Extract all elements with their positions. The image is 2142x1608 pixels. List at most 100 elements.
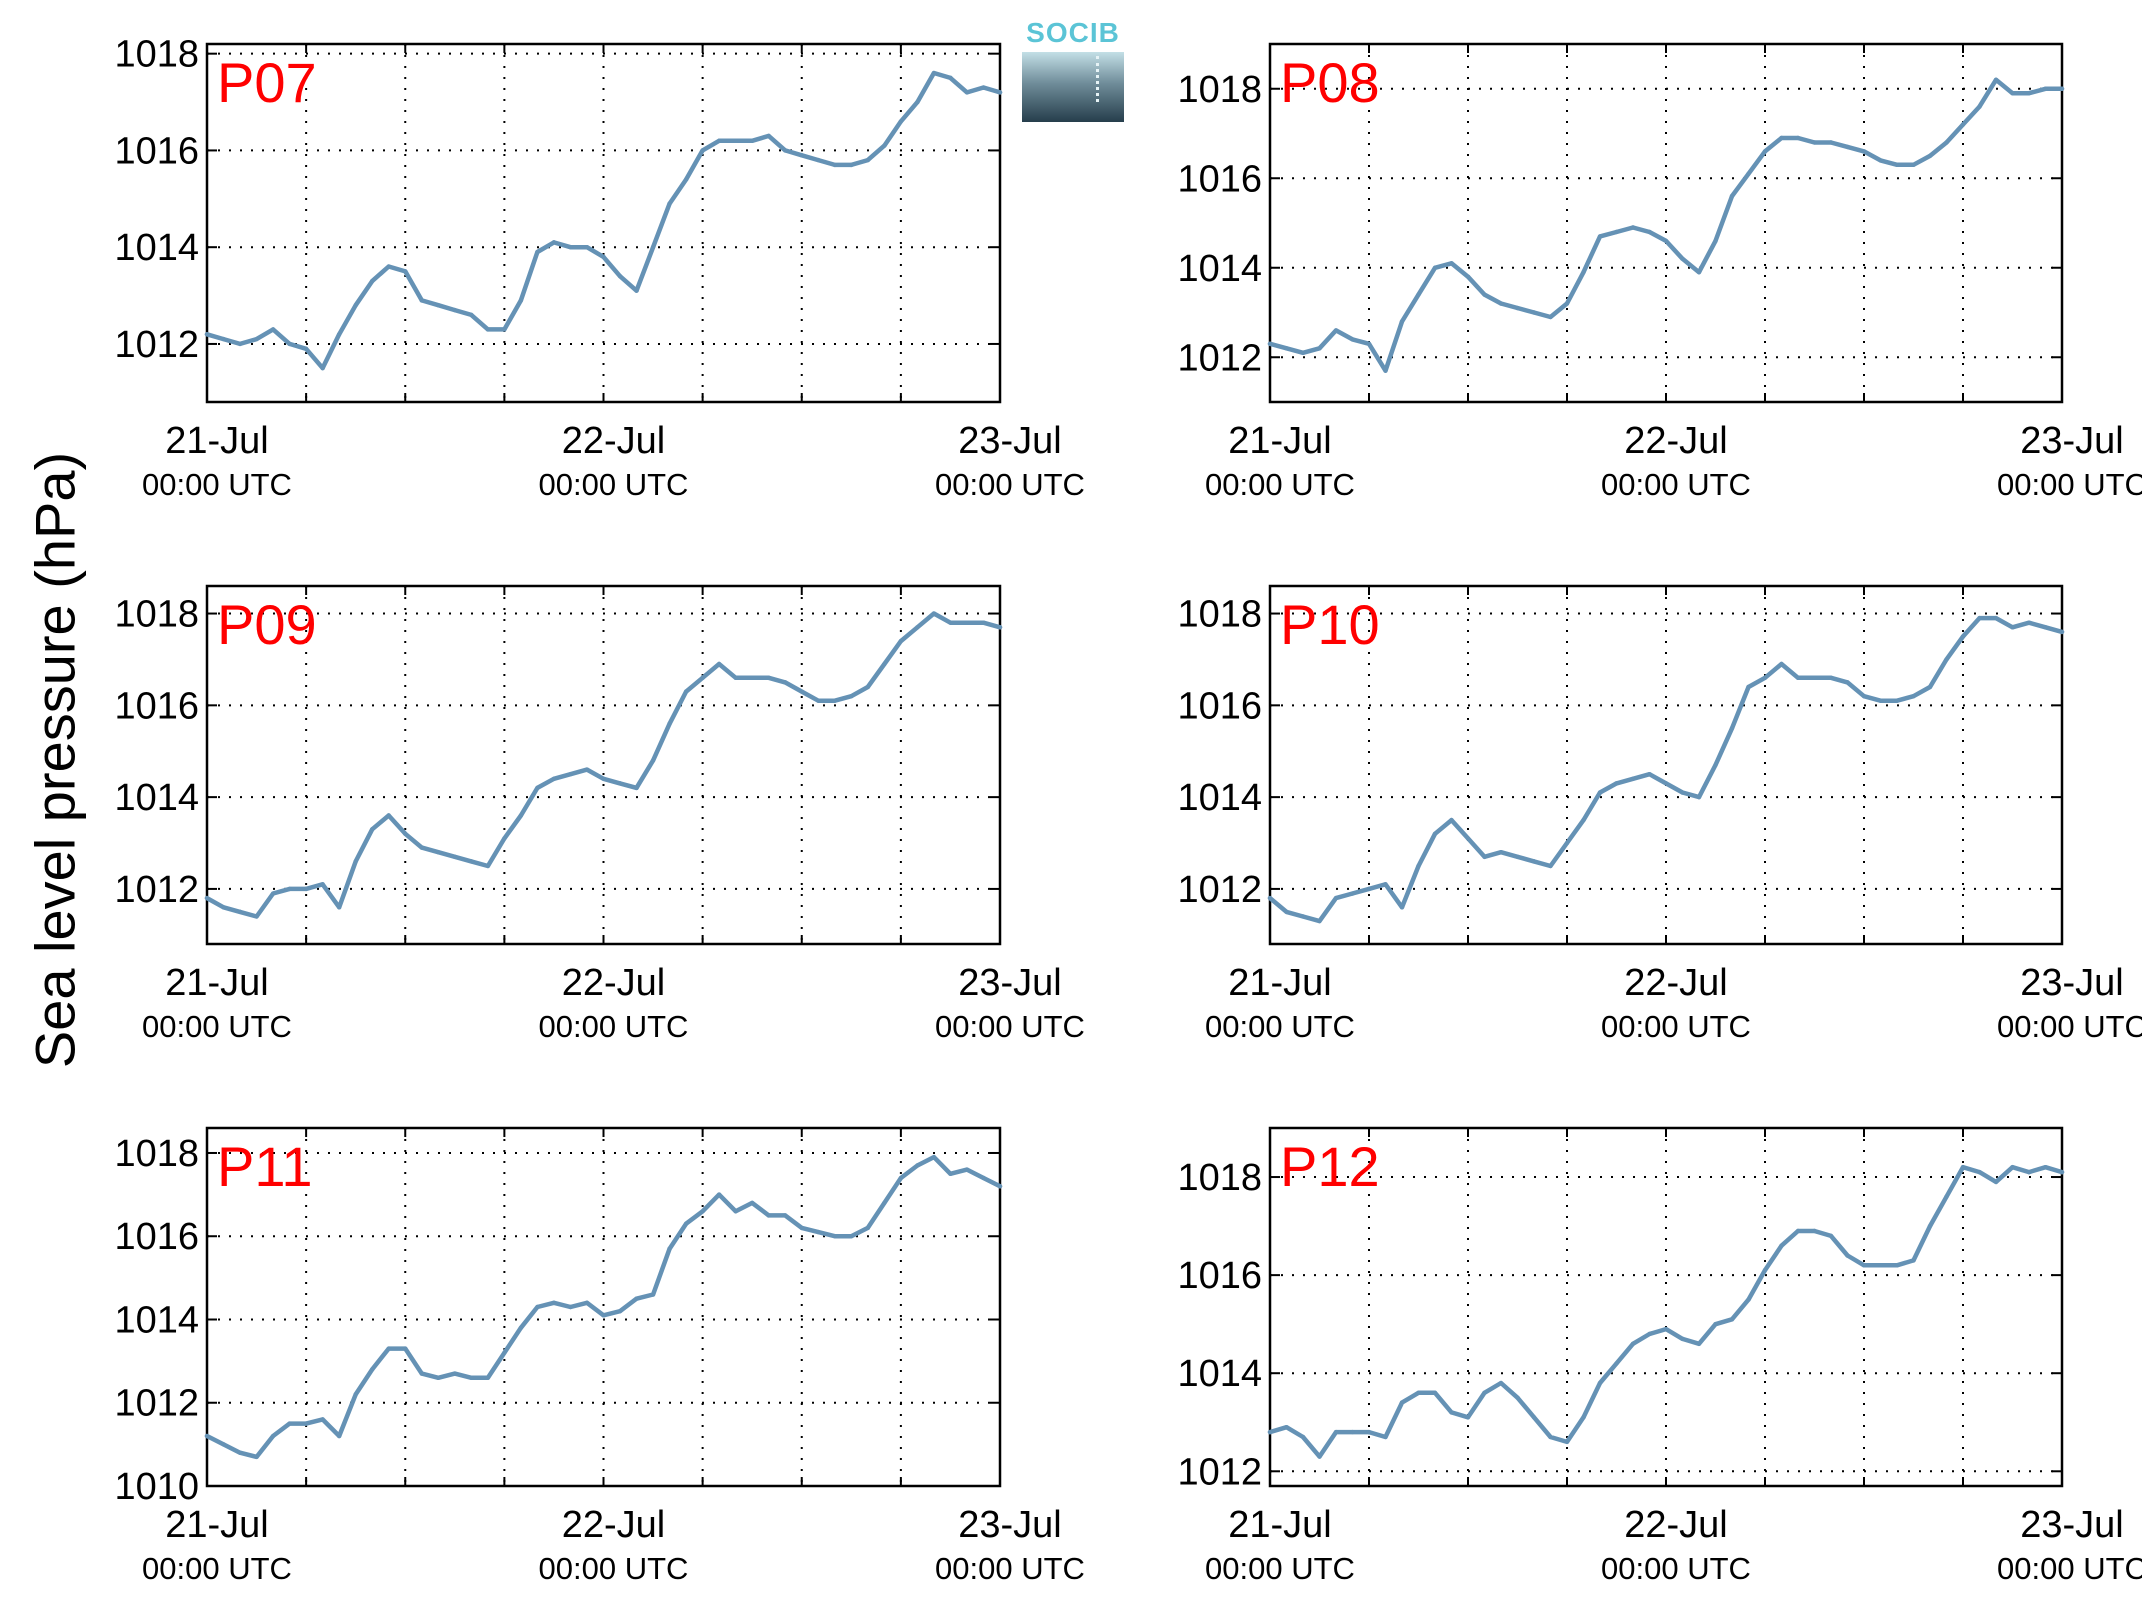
data-point xyxy=(2059,629,2065,635)
data-point xyxy=(1317,1454,1322,1459)
data-point xyxy=(221,905,226,910)
data-point xyxy=(1713,1321,1718,1327)
x-tick-label-time: 00:00 UTC xyxy=(1997,1009,2142,1044)
panel-label: P07 xyxy=(217,51,317,114)
data-point xyxy=(1350,1429,1355,1435)
data-point xyxy=(1333,895,1339,901)
data-point xyxy=(518,298,524,303)
data-point xyxy=(1680,1336,1685,1342)
data-point xyxy=(865,157,871,163)
data-point xyxy=(964,1167,970,1172)
data-point xyxy=(584,767,590,772)
data-point xyxy=(1894,698,1900,703)
data-point xyxy=(964,620,970,625)
data-point xyxy=(518,1325,524,1331)
y-tick-label: 1014 xyxy=(1177,1353,1262,1395)
data-point xyxy=(1762,1268,1768,1273)
data-point xyxy=(997,625,1003,630)
x-tick-label-date: 22-Jul xyxy=(562,420,666,462)
pressure-series-line xyxy=(1267,1164,2065,1459)
data-point xyxy=(634,288,639,293)
data-point xyxy=(1614,1361,1619,1366)
x-tick-label-date: 21-Jul xyxy=(1228,962,1332,1004)
x-tick-label-time: 00:00 UTC xyxy=(1997,1551,2142,1586)
data-point xyxy=(419,298,424,303)
data-point xyxy=(683,689,689,694)
data-point xyxy=(816,698,821,703)
y-axis-label: Sea level pressure (hPa) xyxy=(23,451,87,1069)
data-point xyxy=(436,850,441,855)
data-point xyxy=(353,1392,358,1397)
data-point xyxy=(1449,261,1454,266)
data-point xyxy=(568,771,573,777)
data-point xyxy=(1861,693,1867,699)
x-tick-label-date: 21-Jul xyxy=(165,1504,269,1546)
data-point xyxy=(2043,86,2048,91)
socib-logo: SOCIB xyxy=(1022,16,1124,122)
y-tick-label: 1018 xyxy=(1177,69,1262,111)
data-point xyxy=(749,138,755,143)
x-tick-label-time: 00:00 UTC xyxy=(1601,467,1751,502)
data-point xyxy=(2059,86,2065,91)
plot-frame xyxy=(1268,42,2064,404)
data-point xyxy=(1366,1429,1372,1435)
panel-label: P12 xyxy=(1280,1135,1380,1198)
data-point xyxy=(1531,310,1537,315)
x-tick-label-date: 23-Jul xyxy=(958,1504,1062,1546)
y-axis-label-container: Sea level pressure (hPa) xyxy=(0,0,110,1608)
data-point xyxy=(1911,1258,1916,1263)
x-tick-label-date: 21-Jul xyxy=(165,962,269,1004)
data-point xyxy=(204,895,210,901)
data-point xyxy=(1531,859,1537,864)
data-point xyxy=(1762,149,1768,154)
data-point xyxy=(1911,162,1916,168)
data-point xyxy=(1944,140,1949,145)
panel-label: P09 xyxy=(217,593,317,656)
data-point xyxy=(551,240,557,245)
x-tick-label-time: 00:00 UTC xyxy=(1601,1009,1751,1044)
data-point xyxy=(1597,1380,1603,1386)
y-tick-label: 1010 xyxy=(114,1466,199,1508)
data-point xyxy=(1416,863,1421,869)
data-point xyxy=(535,785,540,791)
y-tick-label: 1012 xyxy=(1177,337,1262,379)
data-point xyxy=(1465,274,1471,279)
y-tick-label: 1016 xyxy=(1177,158,1262,200)
data-point xyxy=(816,1229,821,1235)
data-point xyxy=(1878,1263,1883,1268)
data-point xyxy=(320,1417,325,1422)
data-point xyxy=(1531,1415,1537,1420)
data-point xyxy=(733,675,738,680)
data-point xyxy=(1515,854,1520,859)
data-point xyxy=(1300,1434,1306,1440)
data-point xyxy=(1680,256,1685,261)
data-point xyxy=(303,886,309,892)
x-tick-label-date: 21-Jul xyxy=(165,420,269,462)
data-point xyxy=(452,1371,458,1376)
logo-graphic xyxy=(1022,52,1124,122)
data-point xyxy=(254,914,259,919)
data-point xyxy=(1333,1429,1339,1435)
data-point xyxy=(270,1433,276,1439)
data-point xyxy=(1680,790,1685,795)
data-point xyxy=(1828,1233,1834,1239)
x-tick-label-time: 00:00 UTC xyxy=(1205,1551,1355,1586)
data-point xyxy=(2026,620,2032,625)
data-point xyxy=(783,1213,788,1218)
data-point xyxy=(336,1433,342,1439)
data-point xyxy=(1267,895,1273,901)
data-point xyxy=(1960,634,1966,639)
data-point xyxy=(1581,270,1586,275)
y-tick-label: 1012 xyxy=(1177,869,1262,911)
data-point xyxy=(634,1296,639,1301)
y-tick-label: 1016 xyxy=(114,1216,199,1258)
plot-frame xyxy=(205,1126,1002,1488)
data-point xyxy=(1713,762,1718,768)
data-point xyxy=(1498,301,1504,306)
data-point xyxy=(617,274,623,279)
data-point xyxy=(1449,817,1454,823)
data-point xyxy=(1647,771,1652,777)
data-point xyxy=(981,85,986,90)
x-tick-label-date: 22-Jul xyxy=(1624,962,1728,1004)
data-point xyxy=(1795,1228,1801,1234)
